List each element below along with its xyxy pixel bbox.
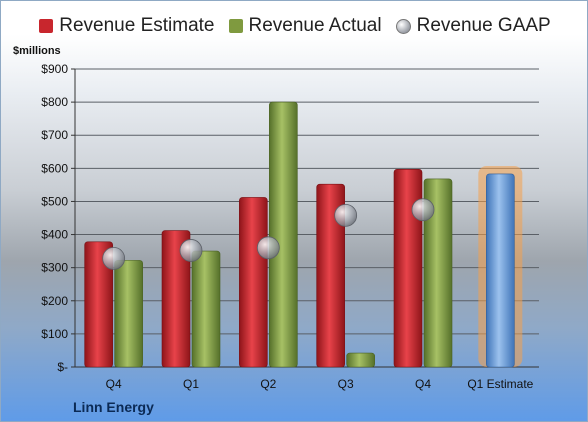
bar-revenue-estimate <box>239 197 268 368</box>
bar-revenue-actual <box>191 250 221 368</box>
bar-revenue-estimate <box>161 230 191 368</box>
bar-revenue-actual <box>423 178 453 368</box>
legend-swatch-gaap <box>395 18 411 34</box>
bar-revenue-actual <box>346 352 375 368</box>
gridlines <box>75 68 539 368</box>
y-axis-unit-label: $millions <box>13 45 61 57</box>
company-name: Linn Energy <box>73 399 154 415</box>
bar-revenue-estimate <box>393 169 423 368</box>
y-tick-label: $300 <box>41 261 68 275</box>
legend-item-revenue-actual: Revenue Actual <box>228 15 382 37</box>
bar-revenue-estimate <box>316 183 345 368</box>
marker-revenue-gaap <box>179 239 203 262</box>
y-tick-label: $- <box>57 360 68 374</box>
legend-swatch-actual <box>228 19 243 33</box>
legend-label-estimate: Revenue Estimate <box>59 15 215 36</box>
x-tick-label: Q3 <box>338 377 354 391</box>
x-tick-label: Q1 Estimate <box>467 377 533 391</box>
legend-item-revenue-estimate: Revenue Estimate <box>39 15 215 37</box>
x-tick-label: Q2 <box>260 377 276 391</box>
marker-revenue-gaap <box>411 198 435 222</box>
bar-revenue-estimate <box>84 241 113 368</box>
y-tick-label: $700 <box>41 128 68 142</box>
x-axis: Q4 Q1 Q2 Q3 Q4 Q1 Estimate <box>106 377 534 391</box>
x-tick-label: Q4 <box>106 377 122 391</box>
marker-revenue-gaap <box>102 246 126 270</box>
y-tick-label: $800 <box>41 95 68 109</box>
y-axis: $- $100 $200 $300 $400 $500 $600 $700 $800 $900 <box>41 62 76 374</box>
legend-item-revenue-gaap: Revenue GAAP <box>395 15 551 37</box>
x-tick-label: Q4 <box>415 377 431 391</box>
y-tick-label: $200 <box>41 294 68 308</box>
y-tick-label: $100 <box>41 327 68 341</box>
bar-revenue-actual <box>114 260 143 368</box>
gaap-markers <box>102 198 435 270</box>
x-tick-label: Q1 <box>183 377 199 391</box>
y-tick-label: $400 <box>41 228 68 242</box>
y-tick-label: $900 <box>41 62 68 76</box>
legend: Revenue Estimate Revenue Actual Revenue … <box>1 15 587 37</box>
bar-q1-estimate <box>486 173 515 368</box>
legend-label-actual: Revenue Actual <box>248 15 382 36</box>
marker-revenue-gaap <box>334 203 358 227</box>
legend-label-gaap: Revenue GAAP <box>416 15 551 36</box>
legend-swatch-estimate <box>39 19 54 33</box>
y-tick-label: $600 <box>41 161 68 175</box>
bar-revenue-actual <box>269 101 298 368</box>
marker-revenue-gaap <box>256 236 280 260</box>
y-tick-label: $500 <box>41 194 68 208</box>
